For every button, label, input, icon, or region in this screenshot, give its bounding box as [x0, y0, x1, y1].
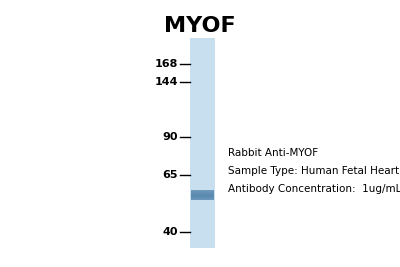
Text: 144: 144: [154, 77, 178, 87]
Bar: [191, 195, 214, 196]
Bar: [191, 194, 214, 195]
Bar: [191, 196, 214, 197]
Bar: [191, 193, 214, 194]
Bar: [191, 195, 214, 196]
Text: 90: 90: [162, 132, 178, 142]
Text: Rabbit Anti-MYOF: Rabbit Anti-MYOF: [228, 148, 318, 158]
Bar: [190, 38, 215, 248]
Bar: [191, 194, 214, 195]
Bar: [191, 192, 214, 193]
Text: 40: 40: [162, 227, 178, 237]
Bar: [191, 191, 214, 192]
Bar: [191, 192, 214, 193]
Bar: [191, 198, 214, 199]
Bar: [191, 191, 214, 192]
Bar: [191, 198, 214, 199]
Text: Antibody Concentration:  1ug/mL: Antibody Concentration: 1ug/mL: [228, 184, 400, 194]
Bar: [191, 190, 214, 191]
Bar: [191, 196, 214, 197]
Text: 65: 65: [162, 170, 178, 180]
Bar: [191, 197, 214, 198]
Bar: [191, 199, 214, 200]
Text: 168: 168: [155, 59, 178, 69]
Text: MYOF: MYOF: [164, 16, 236, 36]
Bar: [191, 193, 214, 194]
Bar: [191, 199, 214, 200]
Text: Sample Type: Human Fetal Heart: Sample Type: Human Fetal Heart: [228, 166, 399, 176]
Bar: [191, 191, 214, 192]
Bar: [191, 197, 214, 198]
Bar: [191, 190, 214, 191]
